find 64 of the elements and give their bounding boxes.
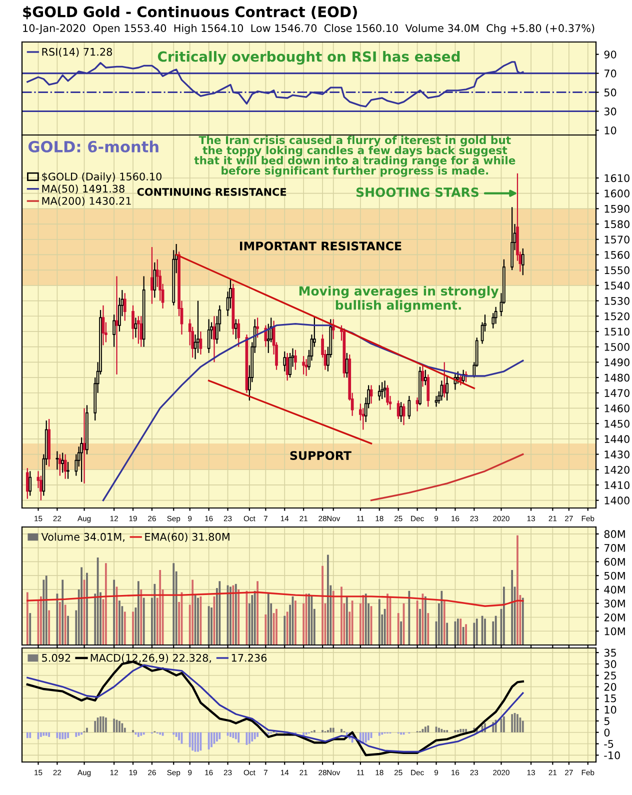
y-tick-label: 80M [604, 530, 625, 538]
y-tick-label: 10 [604, 126, 616, 134]
legend-label: MA(50) 1491.38 [42, 184, 124, 194]
legend-label: 5.092 [42, 654, 70, 662]
y-tick-label: 60M [604, 558, 625, 566]
y-tick-label: 1530 [604, 297, 630, 305]
legend-label: $GOLD (Daily) 1560.10 [42, 172, 162, 183]
annotation: Critically overbought on RSI has eased [158, 51, 460, 65]
y-tick-label: 50M [604, 572, 625, 580]
y-tick-label: 15 [604, 694, 616, 702]
annotation: Moving averages in strongly bullish alignment. [299, 286, 499, 312]
y-tick-label: 1560 [604, 250, 630, 259]
y-tick-label: 1480 [604, 374, 630, 382]
band-label: IMPORTANT RESISTANCE [240, 242, 402, 250]
y-tick-label: 90 [604, 50, 616, 58]
y-tick-label: 1490 [604, 358, 630, 366]
y-tick-label: 20M [604, 613, 625, 622]
y-tick-label: 30 [604, 108, 616, 116]
y-tick-label: 1420 [604, 466, 630, 474]
y-tick-label: -10 [604, 751, 620, 760]
y-tick-label: 1470 [604, 389, 630, 397]
y-tick-label: 1540 [604, 282, 630, 290]
y-tick-label: 10M [604, 627, 625, 636]
y-tick-label: 50 [604, 88, 616, 96]
y-tick-label: 40M [604, 586, 625, 594]
y-tick-label: 70M [604, 544, 625, 552]
y-tick-label: 1400 [604, 496, 630, 504]
y-tick-label: 10 [604, 706, 616, 714]
chart-title: $GOLD Gold - Continuous Contract (EOD) [23, 6, 357, 20]
y-tick-label: 1510 [604, 328, 630, 336]
y-tick-label: 1430 [604, 450, 630, 458]
y-tick-label: 5 [604, 717, 610, 726]
y-tick-label: 1460 [604, 404, 630, 412]
y-tick-label: 1410 [604, 481, 630, 490]
y-tick-label: 1570 [604, 236, 630, 244]
annotation: SHOOTING STARS [356, 188, 478, 197]
y-tick-label: 1610 [604, 174, 630, 182]
y-tick-label: 0 [604, 728, 610, 736]
y-tick-label: 1590 [604, 204, 630, 213]
band-label: SUPPORT [290, 451, 352, 460]
legend-label: RSI(14) 71.28 [42, 48, 112, 58]
legend-label: Volume 34.01M, [41, 532, 124, 542]
y-tick-label: 30 [604, 660, 616, 668]
y-tick-label: 1450 [604, 420, 630, 428]
legend-label: MACD(12,26,9) 22.328, [90, 654, 212, 664]
y-tick-label: 1550 [604, 266, 630, 274]
annotation: CONTINUING RESISTANCE [137, 188, 286, 196]
y-tick-label: 1440 [604, 435, 630, 444]
legend-label: 17.236 [232, 654, 267, 662]
y-tick-label: 30M [604, 600, 625, 608]
chart-subtitle: 10-Jan-2020 Open 1553.40 High 1564.10 Low 1546.70 Close 1560.10 Volume 34.0M Chg +5.80 (+0.37%) [23, 24, 594, 34]
legend-label: EMA(60) 31.80M [145, 532, 230, 542]
y-tick-label: 20 [604, 682, 616, 691]
y-tick-label: 70 [604, 70, 616, 78]
annotation: GOLD: 6-month [28, 140, 158, 152]
y-tick-label: 1500 [604, 343, 630, 351]
y-tick-label: 25 [604, 672, 616, 680]
y-tick-label: 35 [604, 648, 616, 657]
y-tick-label: 1520 [604, 312, 630, 320]
y-tick-label: 1600 [604, 190, 630, 198]
y-tick-label: 1580 [604, 220, 630, 228]
legend-label: MA(200) 1430.21 [42, 196, 131, 206]
y-tick-label: -5 [604, 740, 614, 748]
annotation: The Iran crisis caused a flurry of iterest in gold but the toppy loking candles a few days back suggest that it will bed down into a trading range for a while before significant further progress is made. [194, 136, 516, 177]
